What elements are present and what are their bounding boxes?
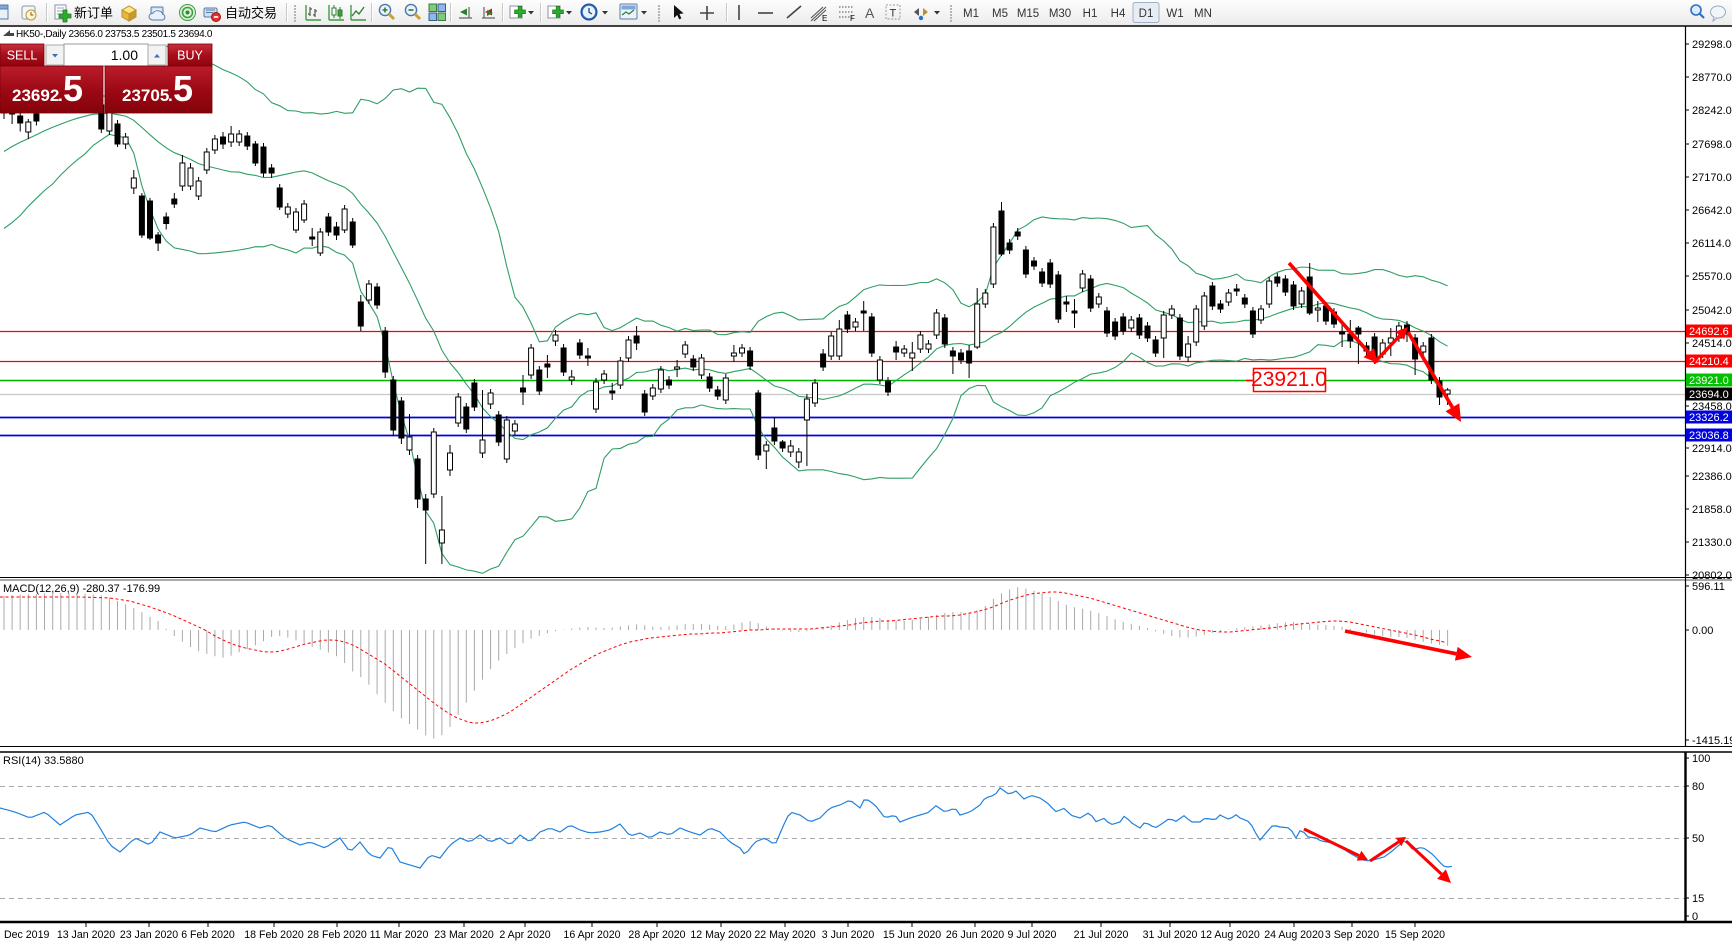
svg-text:80: 80 <box>1692 781 1704 793</box>
svg-text:-1415.19: -1415.19 <box>1692 735 1732 747</box>
svg-text:F: F <box>850 14 855 23</box>
svg-text:16 Apr 2020: 16 Apr 2020 <box>563 929 620 941</box>
svg-text:W1: W1 <box>1166 8 1183 20</box>
svg-text:15 Jun 2020: 15 Jun 2020 <box>883 929 941 941</box>
svg-text:M30: M30 <box>1049 8 1071 20</box>
svg-text:21858.0: 21858.0 <box>1692 504 1732 516</box>
svg-text:21 Jul 2020: 21 Jul 2020 <box>1074 929 1129 941</box>
svg-text:23036.8: 23036.8 <box>1689 430 1729 442</box>
svg-text:自动交易: 自动交易 <box>225 6 277 21</box>
svg-text:27170.0: 27170.0 <box>1692 172 1732 184</box>
svg-text:22914.0: 22914.0 <box>1692 443 1732 455</box>
svg-text:24514.0: 24514.0 <box>1692 338 1732 350</box>
svg-text:H4: H4 <box>1111 8 1126 20</box>
svg-text:12 Aug 2020: 12 Aug 2020 <box>1200 929 1260 941</box>
svg-text:23326.2: 23326.2 <box>1689 412 1729 424</box>
svg-text:6 Feb 2020: 6 Feb 2020 <box>181 929 235 941</box>
svg-text:23694.0: 23694.0 <box>1689 389 1729 401</box>
svg-text:A: A <box>865 5 875 21</box>
svg-text:3 Sep 2020: 3 Sep 2020 <box>1325 929 1379 941</box>
svg-text:M1: M1 <box>963 8 979 20</box>
svg-text:11 Mar 2020: 11 Mar 2020 <box>370 929 429 941</box>
svg-text:18 Feb 2020: 18 Feb 2020 <box>244 929 304 941</box>
svg-text:31 Jul 2020: 31 Jul 2020 <box>1143 929 1198 941</box>
svg-text:23 Jan 2020: 23 Jan 2020 <box>120 929 178 941</box>
svg-text:Dec 2019: Dec 2019 <box>4 929 49 941</box>
svg-text:.: . <box>168 86 173 105</box>
svg-text:新订单: 新订单 <box>74 6 113 21</box>
svg-text:0.00: 0.00 <box>1692 625 1713 637</box>
svg-text:D1: D1 <box>1139 8 1154 20</box>
svg-text:23 Mar 2020: 23 Mar 2020 <box>434 929 494 941</box>
svg-text:RSI(14) 33.5880: RSI(14) 33.5880 <box>3 755 84 767</box>
svg-text:13 Jan 2020: 13 Jan 2020 <box>57 929 115 941</box>
svg-text:28 Apr 2020: 28 Apr 2020 <box>628 929 685 941</box>
svg-text:26 Jun 2020: 26 Jun 2020 <box>946 929 1004 941</box>
svg-text:29298.0: 29298.0 <box>1692 39 1732 51</box>
svg-text:28 Feb 2020: 28 Feb 2020 <box>307 929 367 941</box>
svg-text:28770.0: 28770.0 <box>1692 72 1732 84</box>
svg-text:3 Jun 2020: 3 Jun 2020 <box>822 929 875 941</box>
svg-text:23458.0: 23458.0 <box>1692 401 1732 413</box>
svg-text:24210.4: 24210.4 <box>1689 356 1729 368</box>
svg-text:12 May 2020: 12 May 2020 <box>690 929 751 941</box>
svg-text:25570.0: 25570.0 <box>1692 271 1732 283</box>
svg-text:26642.0: 26642.0 <box>1692 205 1732 217</box>
svg-text:26114.0: 26114.0 <box>1692 238 1731 250</box>
svg-text:.: . <box>58 86 63 105</box>
svg-text:HK50-,Daily 23656.0 23753.5 2: HK50-,Daily 23656.0 23753.5 23501.5 2369… <box>16 29 213 40</box>
svg-text:23692: 23692 <box>12 86 59 105</box>
svg-text:MN: MN <box>1194 8 1212 20</box>
svg-text:28242.0: 28242.0 <box>1692 105 1732 117</box>
svg-text:27698.0: 27698.0 <box>1692 139 1732 151</box>
svg-text:5: 5 <box>63 68 83 109</box>
svg-text:20802.0: 20802.0 <box>1692 570 1732 582</box>
svg-text:23921.0: 23921.0 <box>1251 368 1327 391</box>
svg-text:22386.0: 22386.0 <box>1692 471 1732 483</box>
svg-text:23921.0: 23921.0 <box>1689 375 1729 387</box>
svg-text:24692.6: 24692.6 <box>1689 326 1729 338</box>
svg-text:15 Sep 2020: 15 Sep 2020 <box>1385 929 1445 941</box>
svg-text:2 Apr 2020: 2 Apr 2020 <box>499 929 550 941</box>
svg-text:21330.0: 21330.0 <box>1692 537 1732 549</box>
svg-text:23705: 23705 <box>122 86 169 105</box>
svg-text:M5: M5 <box>992 8 1008 20</box>
svg-text:SELL: SELL <box>7 49 38 63</box>
svg-text:5: 5 <box>173 68 193 109</box>
svg-text:T: T <box>890 8 897 20</box>
svg-text:E: E <box>822 14 827 23</box>
svg-text:15: 15 <box>1692 893 1704 905</box>
svg-text:M15: M15 <box>1017 8 1039 20</box>
svg-text:50: 50 <box>1692 833 1704 845</box>
svg-text:1.00: 1.00 <box>111 47 138 63</box>
svg-text:100: 100 <box>1692 753 1710 765</box>
svg-text:0: 0 <box>1692 911 1698 923</box>
svg-text:BUY: BUY <box>177 49 203 63</box>
svg-text:596.11: 596.11 <box>1692 581 1725 593</box>
svg-text:9 Jul 2020: 9 Jul 2020 <box>1008 929 1057 941</box>
svg-text:25042.0: 25042.0 <box>1692 305 1732 317</box>
svg-text:22 May 2020: 22 May 2020 <box>754 929 815 941</box>
svg-text:H1: H1 <box>1083 8 1098 20</box>
svg-text:MACD(12,26,9) -280.37 -176.99: MACD(12,26,9) -280.37 -176.99 <box>3 583 160 595</box>
svg-text:24 Aug 2020: 24 Aug 2020 <box>1264 929 1324 941</box>
